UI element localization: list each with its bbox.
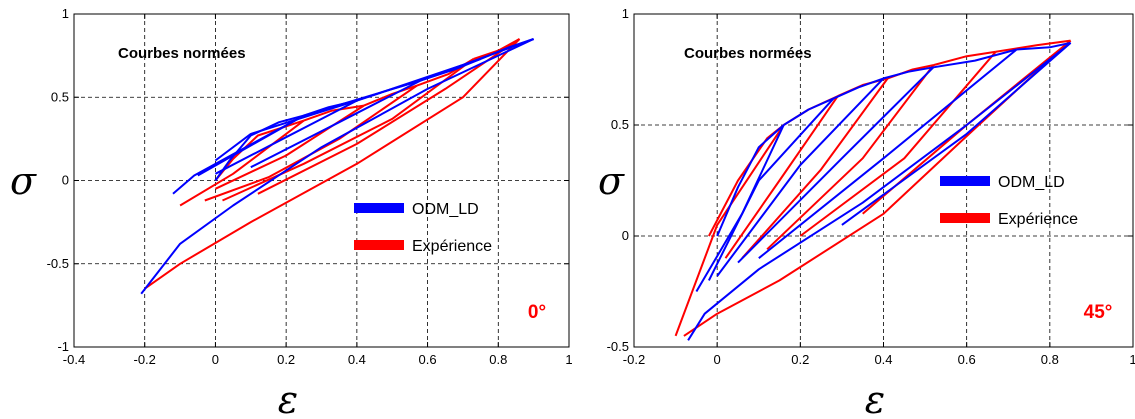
x-tick-label: -0.2 (623, 352, 645, 367)
x-axis-label: ε (865, 378, 885, 419)
chart-2: -0.2 0 0.2 0.4 0.6 0.8 1 -0.5 0 0.5 1 Courbes normé… (598, 6, 1135, 419)
unloading-curve-3 (716, 77, 885, 277)
unloading-curve-3 (741, 77, 889, 259)
plot-area (634, 14, 1133, 347)
x-tick-label: 0 (714, 352, 721, 367)
unloading-curve-6 (841, 42, 1072, 226)
x-tick-label: -0.2 (134, 352, 156, 367)
y-axis-label: σ (10, 159, 37, 203)
legend-swatch (940, 213, 990, 223)
unloading-curve-4 (222, 58, 475, 202)
unloading-curve-2 (724, 95, 839, 259)
x-tick-label: 1 (565, 352, 572, 367)
loading-curve-4 (883, 66, 934, 80)
x-tick-label: 0.6 (419, 352, 437, 367)
unloading-curve-5 (758, 48, 1018, 259)
y-tick-label: 0.5 (51, 89, 69, 104)
legend-swatch (354, 240, 404, 250)
x-axis-label: ε (278, 378, 298, 419)
y-tick-label: 0 (622, 228, 629, 243)
x-tick-label: 0.4 (348, 352, 366, 367)
envelope-curve (687, 42, 1072, 341)
unloading-curve-5 (250, 38, 534, 169)
x-tick-label: 0 (212, 352, 219, 367)
annotation-text: Courbes normées (118, 45, 246, 62)
x-tick-label: 0.6 (958, 352, 976, 367)
x-tick-label: -0.4 (63, 352, 85, 367)
envelope-curve (683, 39, 1072, 337)
legend: ODM_LD Expérience (354, 201, 492, 255)
y-tick-label: 0 (62, 173, 69, 188)
legend-swatch (940, 176, 990, 186)
loading-curve-2 (303, 104, 365, 122)
y-tick-label: 0.5 (611, 117, 629, 132)
unloading-curve-2 (708, 97, 835, 281)
y-tick-label: 1 (62, 6, 69, 21)
unloading-curve-1 (674, 124, 785, 337)
legend: ODM_LD Expérience (940, 174, 1078, 228)
series-odm-ld (687, 41, 1072, 341)
legend-label: ODM_LD (998, 174, 1065, 191)
annotation-text: Courbes normées (684, 45, 812, 62)
loading-curve-6 (995, 39, 1071, 53)
legend-label: Expérience (412, 238, 492, 255)
unloading-curve-4 (737, 66, 935, 264)
loading-curve-3 (363, 84, 418, 107)
x-tick-label: 0.4 (874, 352, 892, 367)
series-odm-ld (140, 38, 535, 295)
loading-curve-2 (783, 97, 835, 126)
loading-curve-6 (1016, 41, 1071, 51)
x-tick-label: 1 (1129, 352, 1135, 367)
unloading-curve-4 (214, 58, 481, 175)
legend-swatch (354, 203, 404, 213)
legend-label: Expérience (998, 211, 1078, 228)
loading-curve-5 (933, 48, 1017, 69)
loading-curve-1 (214, 114, 305, 182)
unloading-curve-5 (799, 51, 997, 237)
angle-label: 0° (528, 302, 546, 323)
legend-label: ODM_LD (412, 201, 479, 218)
loading-curve-1 (716, 124, 785, 237)
y-axis-label: σ (598, 159, 625, 203)
x-tick-label: 0.8 (1041, 352, 1059, 367)
y-tick-label: -0.5 (607, 339, 629, 354)
unloading-curve-1 (179, 119, 305, 207)
loading-curve-5 (933, 50, 996, 67)
angle-label: 45° (1084, 302, 1113, 323)
chart-1: -0.4 -0.2 0 0.2 0.4 0.6 0.8 1 -1 -0.5 0 0.5 1 Courbes… (10, 6, 573, 419)
y-tick-label: -1 (57, 339, 69, 354)
unloading-curve-2 (214, 99, 358, 162)
envelope-curve (140, 38, 535, 295)
x-tick-label: 0.8 (489, 352, 507, 367)
y-tick-label: -0.5 (47, 256, 69, 271)
x-tick-label: 0.2 (277, 352, 295, 367)
envelope-curve (144, 38, 521, 290)
y-tick-label: 1 (622, 6, 629, 21)
loading-curve-3 (833, 77, 884, 100)
x-tick-label: 0.2 (791, 352, 809, 367)
unloading-curve-4 (766, 64, 935, 251)
